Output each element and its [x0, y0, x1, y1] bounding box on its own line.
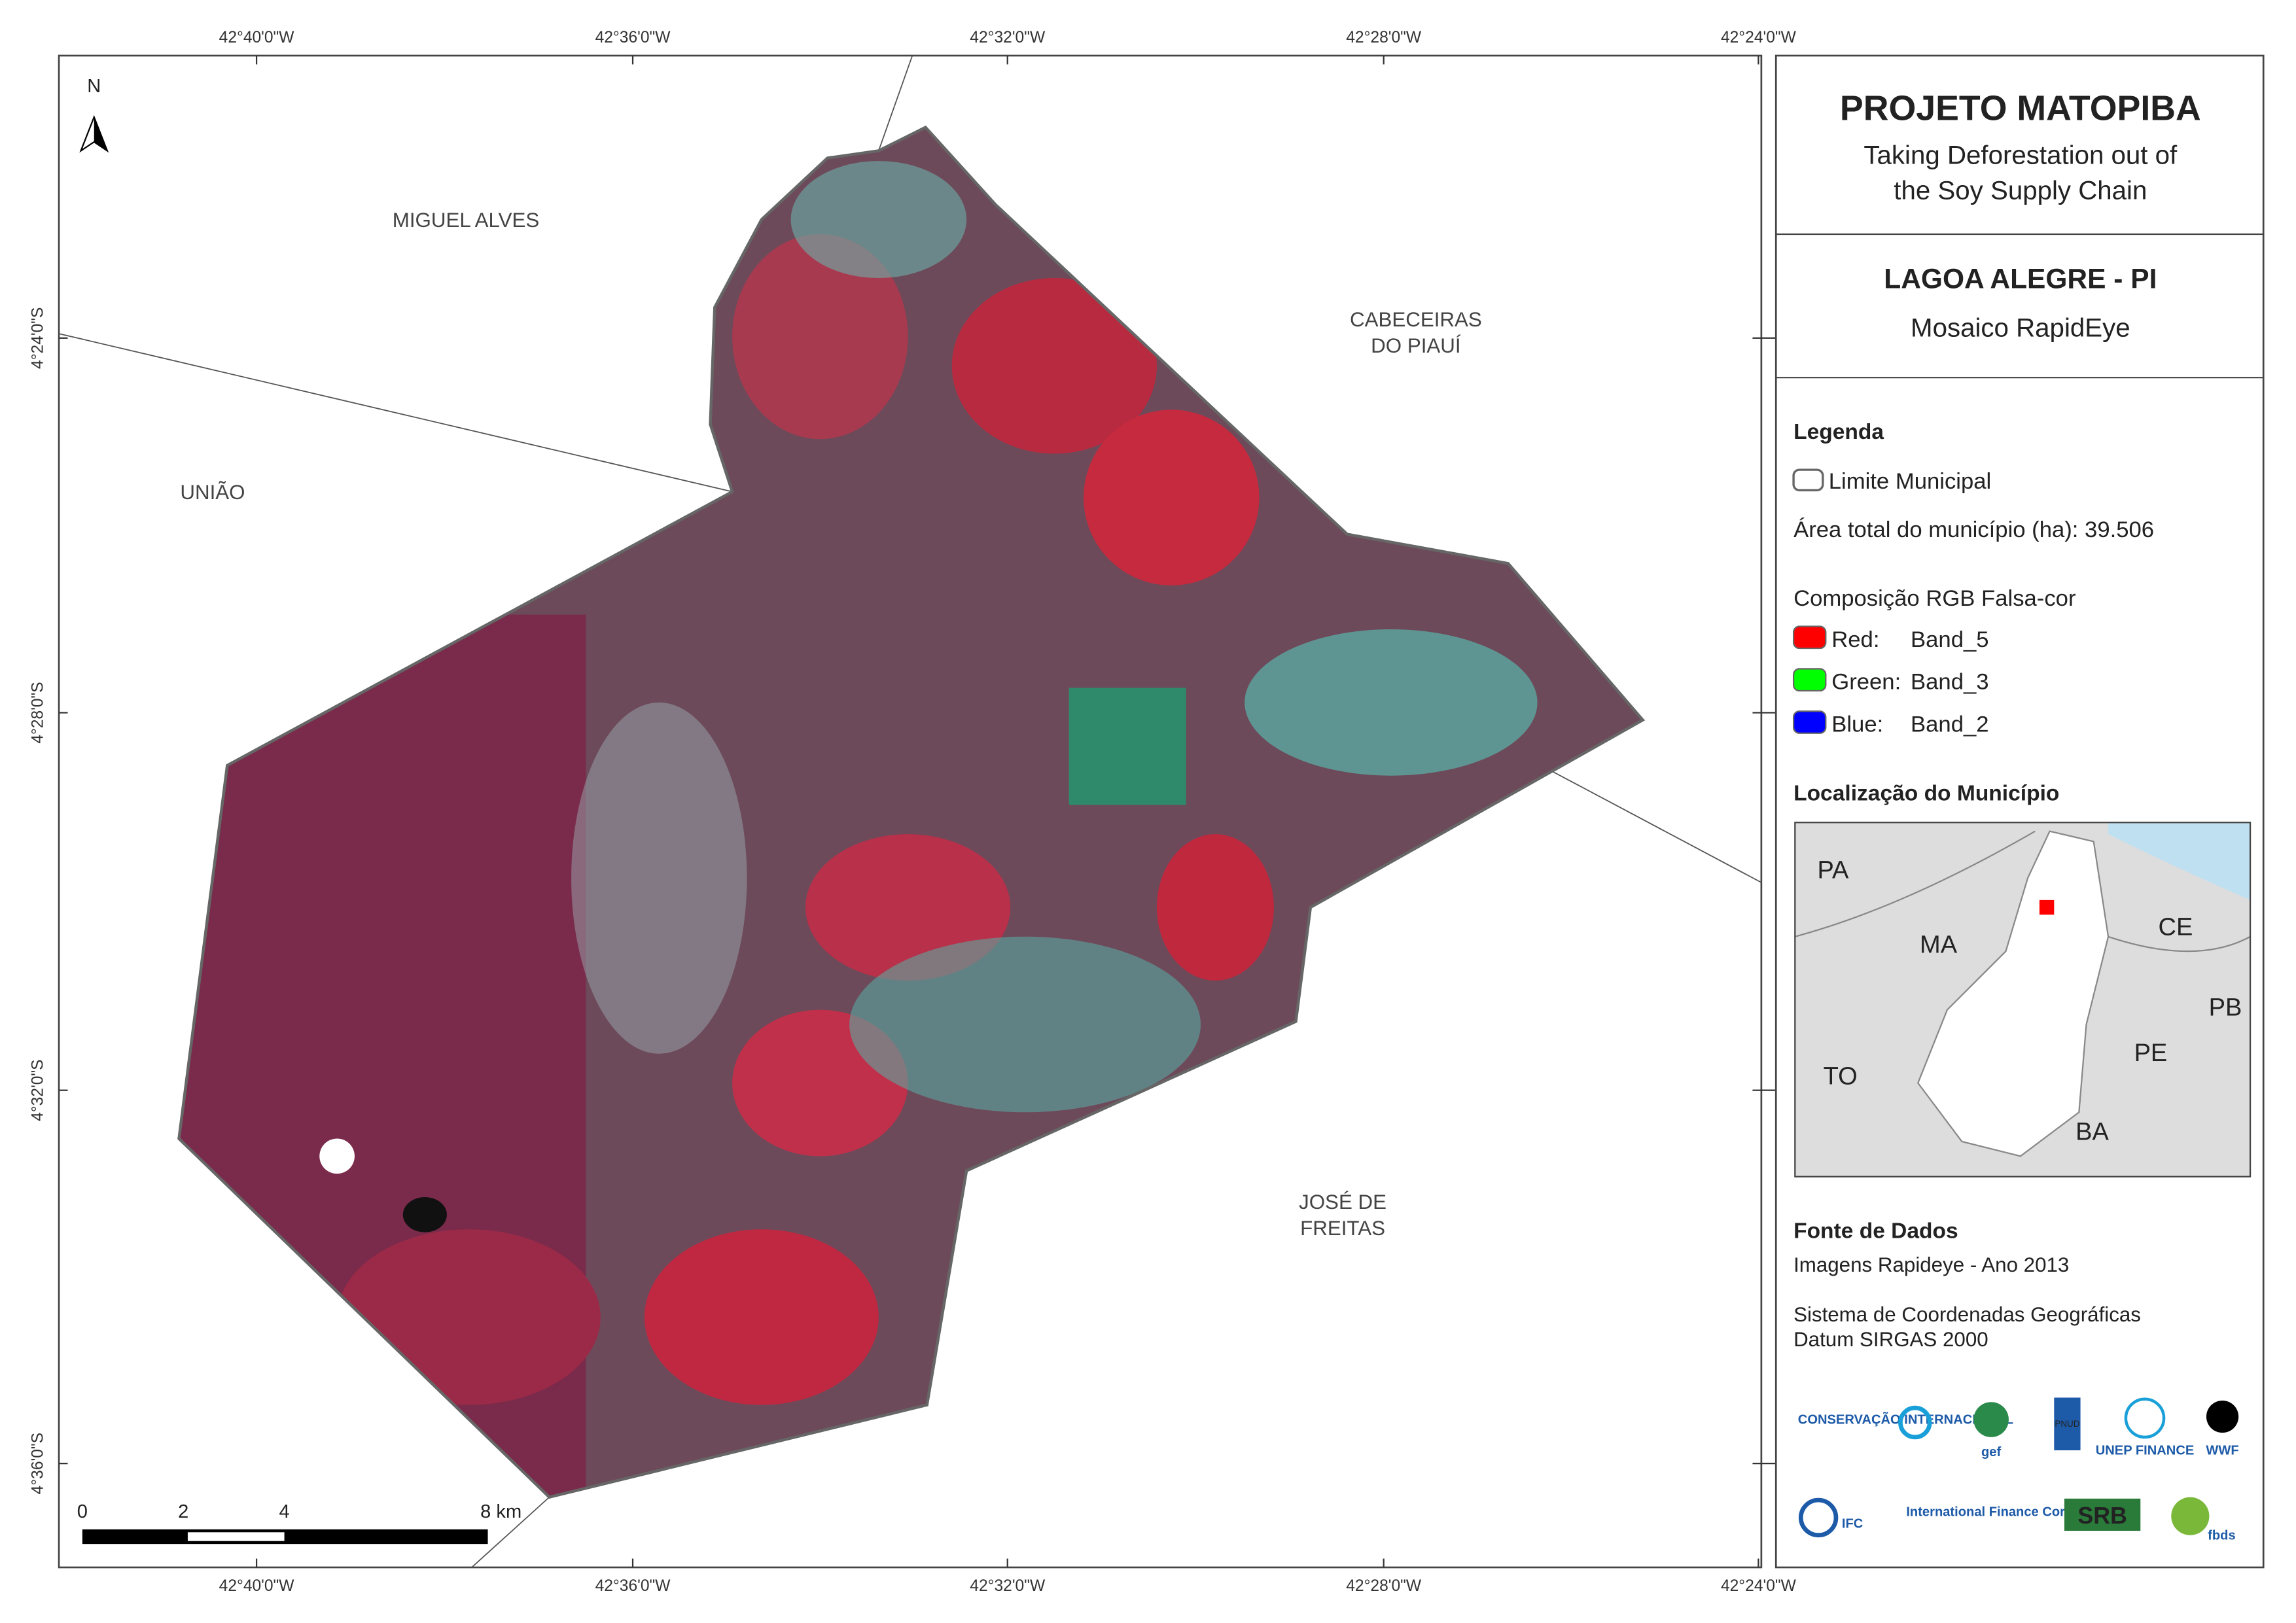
- place-label: UNIÃO: [180, 481, 245, 504]
- logo: PNUD: [2055, 1419, 2079, 1429]
- lat-label: 4°32'0"S: [29, 1059, 46, 1121]
- state-label: PE: [2134, 1039, 2168, 1067]
- place-label: MIGUEL ALVES: [393, 209, 540, 232]
- logo: CONSERVAÇÃO INTERNACIONAL: [1798, 1412, 2013, 1427]
- mosaic-label: Mosaico RapidEye: [1911, 313, 2130, 343]
- lon-label: 42°28'0"W: [1346, 29, 1422, 46]
- municipality-boundary: [177, 125, 1646, 1499]
- north-label: N: [87, 76, 101, 97]
- scale-bar: 0 2 4 8 km: [77, 1501, 521, 1544]
- legend-title: Legenda: [1793, 420, 1884, 444]
- legend-item: Composição RGB Falsa-cor: [1793, 586, 2075, 611]
- location-inset: [1795, 822, 2251, 1177]
- subtitle: the Soy Supply Chain: [1894, 175, 2147, 205]
- lon-label: 42°36'0"W: [595, 1577, 671, 1595]
- title: PROJETO MATOPIBA: [1840, 88, 2201, 128]
- logo: IFC: [1842, 1517, 1863, 1531]
- lat-label: 4°24'0"S: [29, 307, 46, 369]
- lon-label: 42°24'0"W: [1721, 1577, 1797, 1595]
- lon-label: 42°36'0"W: [595, 29, 671, 46]
- lon-label: 42°24'0"W: [1721, 29, 1797, 46]
- place-label: FREITAS: [1300, 1217, 1385, 1240]
- scale-label: 8 km: [480, 1501, 521, 1522]
- state-label: PA: [1818, 856, 1850, 884]
- scale-label: 2: [178, 1501, 188, 1522]
- logo: UNEP FINANCE: [2096, 1444, 2195, 1458]
- band-label: Green:: [1831, 670, 1901, 695]
- band-label: Red:: [1831, 627, 1879, 652]
- lon-label: 42°32'0"W: [970, 1577, 1046, 1595]
- band-value: Band_3: [1911, 670, 1989, 695]
- band-label: Blue:: [1831, 712, 1883, 737]
- logo: SRB: [2077, 1503, 2127, 1529]
- source-line: Imagens Rapideye - Ano 2013: [1793, 1253, 2069, 1276]
- scale-label: 0: [77, 1501, 88, 1522]
- place-label: JOSÉ DE: [1299, 1191, 1386, 1213]
- municipal-lines: [58, 55, 1762, 1568]
- band-value: Band_2: [1911, 712, 1989, 737]
- source-line: Datum SIRGAS 2000: [1793, 1328, 1988, 1351]
- logos: CONSERVAÇÃO INTERNACIONAL gef PNUD UNEP …: [1798, 1397, 2239, 1543]
- lon-label: 42°40'0"W: [219, 1577, 295, 1595]
- info-panel: PROJETO MATOPIBA Taking Deforestation ou…: [1775, 54, 2265, 1569]
- place-label: DO PIAUÍ: [1371, 334, 1461, 357]
- state-label: TO: [1824, 1063, 1858, 1091]
- state-label: PB: [2209, 994, 2242, 1022]
- lon-label: 42°28'0"W: [1346, 1577, 1422, 1595]
- logo: WWF: [2206, 1444, 2238, 1458]
- logo: fbds: [2208, 1528, 2235, 1543]
- lat-label: 4°36'0"S: [29, 1433, 46, 1494]
- state-label: MA: [1920, 931, 1958, 958]
- legend-item: Área total do município (ha): 39.506: [1793, 517, 2154, 542]
- municipality-name: LAGOA ALEGRE - PI: [1884, 264, 2157, 295]
- location-title: Localização do Município: [1793, 782, 2059, 806]
- state-label: CE: [2159, 914, 2193, 941]
- lat-label: 4°28'0"S: [29, 682, 46, 743]
- graticule-ticks: [59, 56, 1776, 1567]
- subtitle: Taking Deforestation out of: [1863, 141, 2178, 170]
- lon-label: 42°40'0"W: [219, 29, 295, 46]
- logo: gef: [1981, 1445, 2001, 1459]
- state-label: BA: [2075, 1119, 2109, 1146]
- source-line: Sistema de Coordenadas Geográficas: [1793, 1303, 2141, 1326]
- north-arrow: N: [79, 76, 109, 153]
- source-title: Fonte de Dados: [1793, 1219, 1958, 1244]
- place-label: CABECEIRAS: [1350, 308, 1482, 331]
- graticule-labels: 42°40'0"W 42°40'0"W 42°36'0"W 42°36'0"W 42°3…: [29, 29, 1796, 1595]
- lon-label: 42°32'0"W: [970, 29, 1046, 46]
- legend-item: Limite Municipal: [1829, 469, 1991, 494]
- band-value: Band_5: [1911, 627, 1989, 652]
- scale-label: 4: [279, 1501, 289, 1522]
